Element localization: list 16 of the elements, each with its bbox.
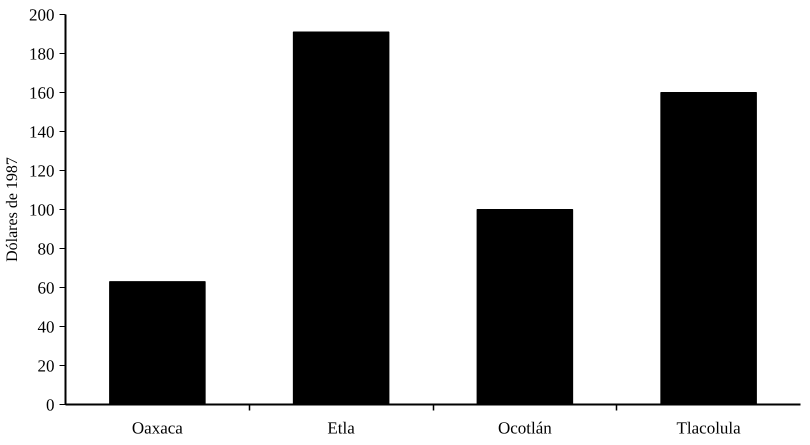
x-tick-label: Tlacolula xyxy=(676,418,742,438)
y-tick-label: 20 xyxy=(38,356,54,376)
y-tick-label: 180 xyxy=(29,44,54,64)
y-tick-label: 120 xyxy=(29,162,54,180)
y-tick-label: 200 xyxy=(29,6,54,24)
x-tick-label: Oaxaca xyxy=(132,418,184,438)
x-tick-label: Etla xyxy=(327,418,356,438)
y-tick-label: 80 xyxy=(38,240,54,258)
y-tick-label: 100 xyxy=(29,200,54,220)
x-tick-label: Ocotlán xyxy=(498,418,552,438)
y-tick-label: 160 xyxy=(29,84,54,102)
y-tick-label: 40 xyxy=(38,318,54,336)
y-tick-label: 140 xyxy=(29,122,54,142)
y-tick-label: 60 xyxy=(38,278,54,298)
y-tick-label: 0 xyxy=(46,396,54,414)
y-axis-title: Dólares de 1987 xyxy=(4,157,21,262)
